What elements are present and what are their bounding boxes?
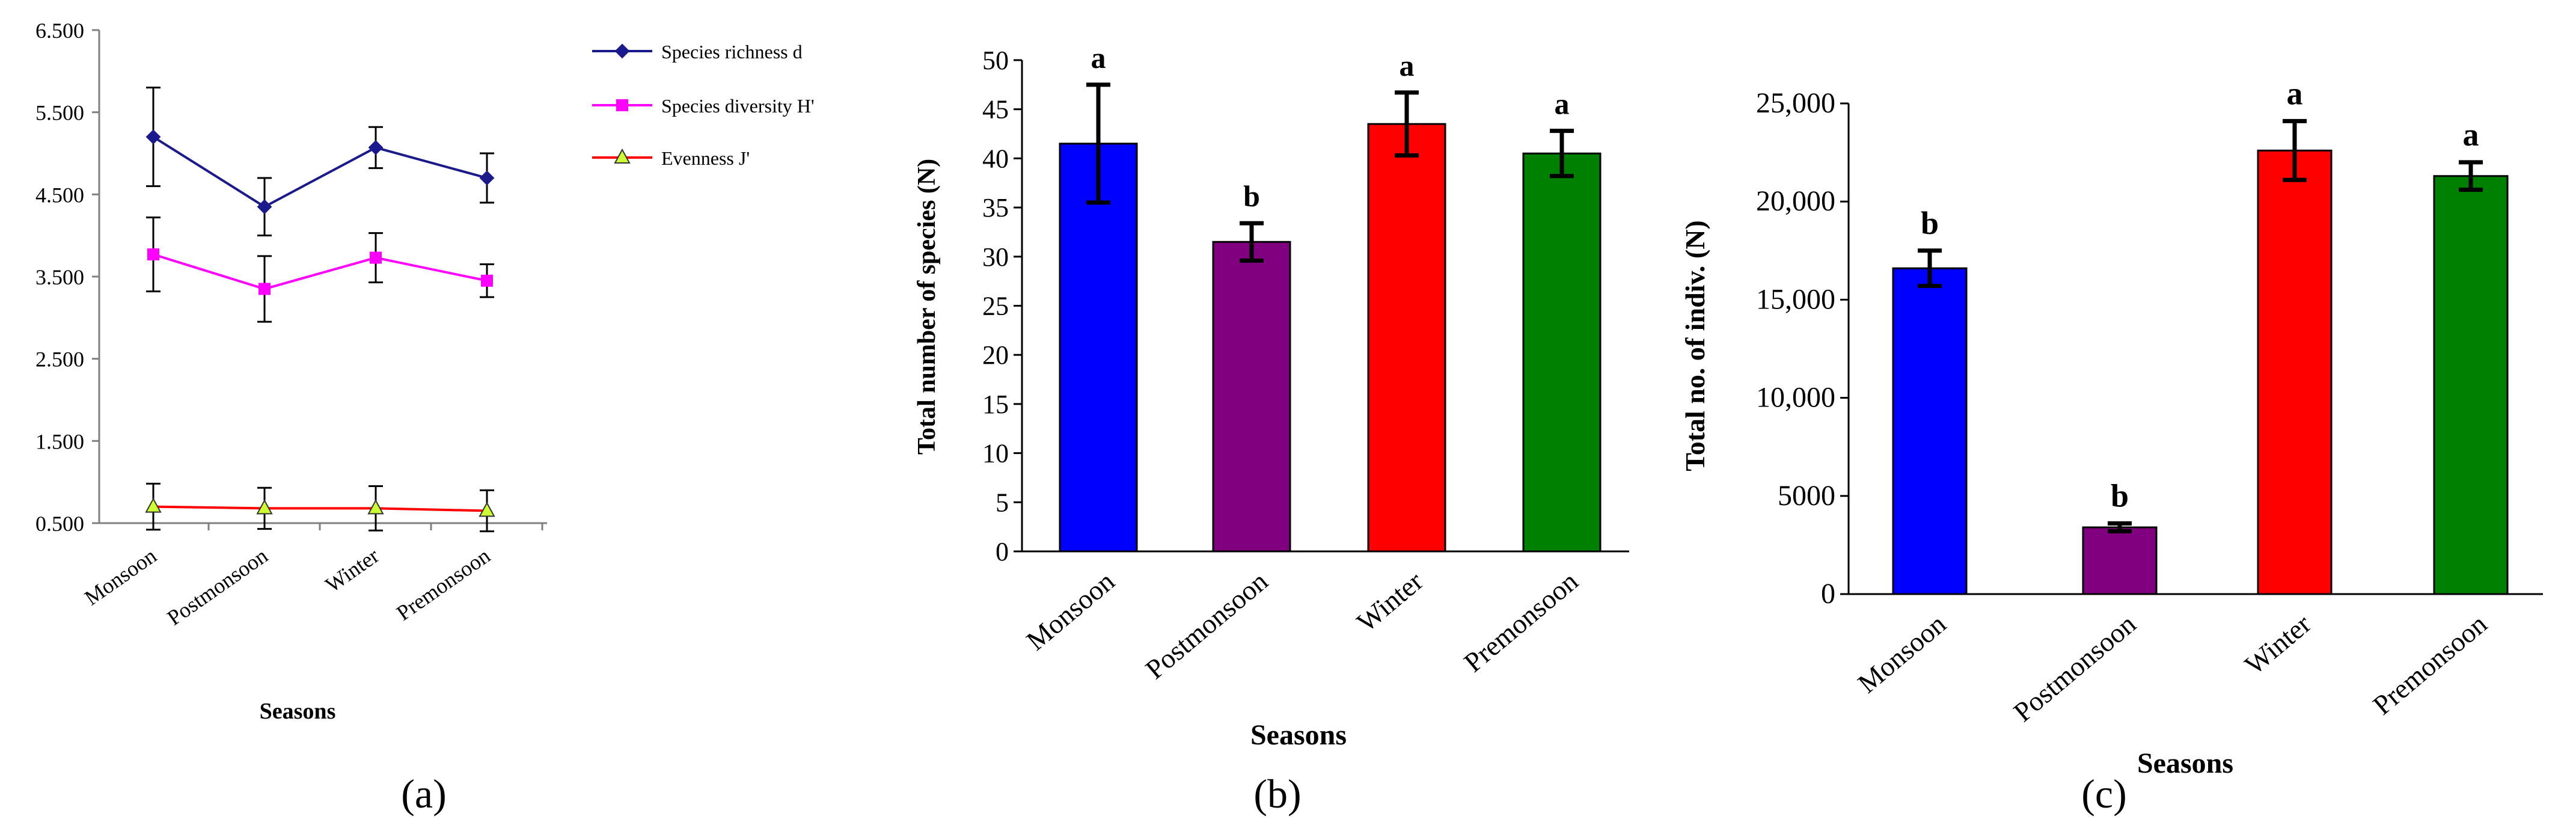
c-bar-monsoon	[1892, 267, 1968, 595]
b-significance-letter: a	[1400, 49, 1415, 82]
panel-a-line-chart: 0.500 1.500 2.500 3.500 4.500 5.500 6.500 Monso…	[35, 19, 815, 724]
a-x-axis-title: Seasons	[260, 699, 336, 724]
a-series-line-3	[153, 505, 488, 512]
c-y-tick-label: 15,000	[1756, 283, 1835, 315]
a-x-tick-label: Winter	[321, 544, 384, 597]
c-y-tick-label: 25,000	[1756, 87, 1835, 119]
a-y-tick-label: 4.500	[35, 183, 84, 207]
panel-b-bar-chart: 0 5 10 15 20 25 30 35 40 45 50 a Monsoon b Postmonsoo…	[913, 41, 1629, 751]
a-marker-square	[370, 251, 382, 264]
a-marker-triangle	[256, 499, 273, 515]
c-bar-postmonsoon	[2082, 526, 2158, 595]
b-y-tick-label: 45	[982, 95, 1009, 124]
b-y-tick-label: 5	[996, 488, 1009, 517]
c-x-tick-label: Premonsoon	[2367, 609, 2492, 721]
a-marker-triangle	[145, 497, 162, 513]
a-x-tick-label: Postmonsoon	[163, 544, 272, 630]
c-significance-letter: b	[1921, 205, 1939, 241]
c-y-tick-label: 5000	[1778, 480, 1835, 512]
b-significance-letter: a	[1555, 87, 1570, 121]
a-y-tick-label: 1.500	[35, 429, 84, 453]
a-x-tick-label: Premonsoon	[392, 544, 494, 625]
a-marker-diamond	[479, 170, 495, 186]
a-marker-square	[147, 248, 159, 261]
b-bar-monsoon	[1059, 143, 1138, 553]
b-y-tick-label: 40	[982, 144, 1009, 173]
a-marker-triangle	[479, 501, 495, 517]
b-x-tick-label: Monsoon	[1020, 566, 1120, 657]
a-legend-label: Species richness d	[661, 41, 803, 63]
a-marker-diamond	[257, 199, 272, 215]
b-y-tick-label: 0	[996, 537, 1009, 566]
a-x-tick-label: Monsoon	[80, 544, 161, 610]
c-x-tick-label: Postmonsoon	[2008, 609, 2142, 728]
a-marker-square	[616, 99, 628, 111]
a-marker-square	[259, 283, 271, 295]
c-y-tick-label: 10,000	[1756, 382, 1835, 414]
panel-label-c: (c)	[2081, 771, 2126, 817]
c-y-axis-title: Total no. of indiv. (N)	[1680, 220, 1710, 471]
b-y-axis-title: Total number of species (N)	[913, 159, 941, 455]
b-x-axis-title: Seasons	[1250, 719, 1347, 751]
a-series-line-2	[153, 253, 488, 290]
b-bar-winter	[1367, 123, 1446, 553]
a-y-tick-label: 0.500	[35, 512, 84, 536]
b-y-tick-label: 10	[982, 439, 1009, 468]
a-marker-diamond	[614, 43, 630, 59]
b-bar-premonsoon	[1522, 152, 1602, 553]
c-bar-premonsoon	[2433, 175, 2509, 595]
c-y-tick-label: 0	[1821, 578, 1835, 610]
c-y-tick-label: 20,000	[1756, 185, 1835, 217]
c-bar-winter	[2257, 149, 2333, 595]
a-marker-diamond	[145, 129, 161, 145]
b-x-tick-label: Premonsoon	[1458, 566, 1583, 678]
b-y-tick-label: 15	[982, 390, 1009, 419]
a-marker-square	[481, 274, 493, 287]
panel-label-b: (b)	[1253, 771, 1301, 817]
b-y-tick-label: 35	[982, 193, 1009, 222]
b-y-tick-label: 30	[982, 242, 1009, 272]
a-y-tick-label: 6.500	[35, 19, 84, 43]
a-y-tick-label: 3.500	[35, 265, 84, 289]
b-x-tick-label: Postmonsoon	[1140, 566, 1274, 685]
a-legend-label: Evenness J'	[661, 147, 750, 169]
a-marker-triangle	[614, 148, 631, 164]
a-marker-diamond	[368, 140, 384, 155]
b-significance-letter: b	[1243, 179, 1260, 213]
c-significance-letter: a	[2287, 75, 2303, 111]
a-y-tick-label: 5.500	[35, 101, 84, 125]
a-marker-triangle	[367, 499, 384, 515]
a-series-line-1	[152, 135, 488, 209]
panel-c-bar-chart: 0 5000 10,000 15,000 20,000 25,000 b Monsoon b P…	[1680, 75, 2543, 779]
c-significance-letter: a	[2463, 117, 2479, 153]
b-y-tick-label: 20	[982, 340, 1009, 370]
c-x-tick-label: Winter	[2239, 609, 2316, 681]
b-significance-letter: a	[1091, 41, 1106, 75]
b-bar-postmonsoon	[1212, 241, 1291, 553]
b-y-tick-label: 50	[982, 46, 1009, 75]
c-significance-letter: b	[2111, 477, 2129, 514]
panel-label-a: (a)	[401, 771, 446, 817]
a-y-tick-label: 2.500	[35, 348, 84, 372]
a-legend-label: Species diversity H'	[661, 95, 815, 117]
b-y-tick-label: 25	[982, 292, 1009, 321]
c-x-tick-label: Monsoon	[1852, 609, 1951, 699]
c-x-axis-title: Seasons	[2137, 747, 2233, 779]
b-x-tick-label: Winter	[1351, 566, 1428, 638]
